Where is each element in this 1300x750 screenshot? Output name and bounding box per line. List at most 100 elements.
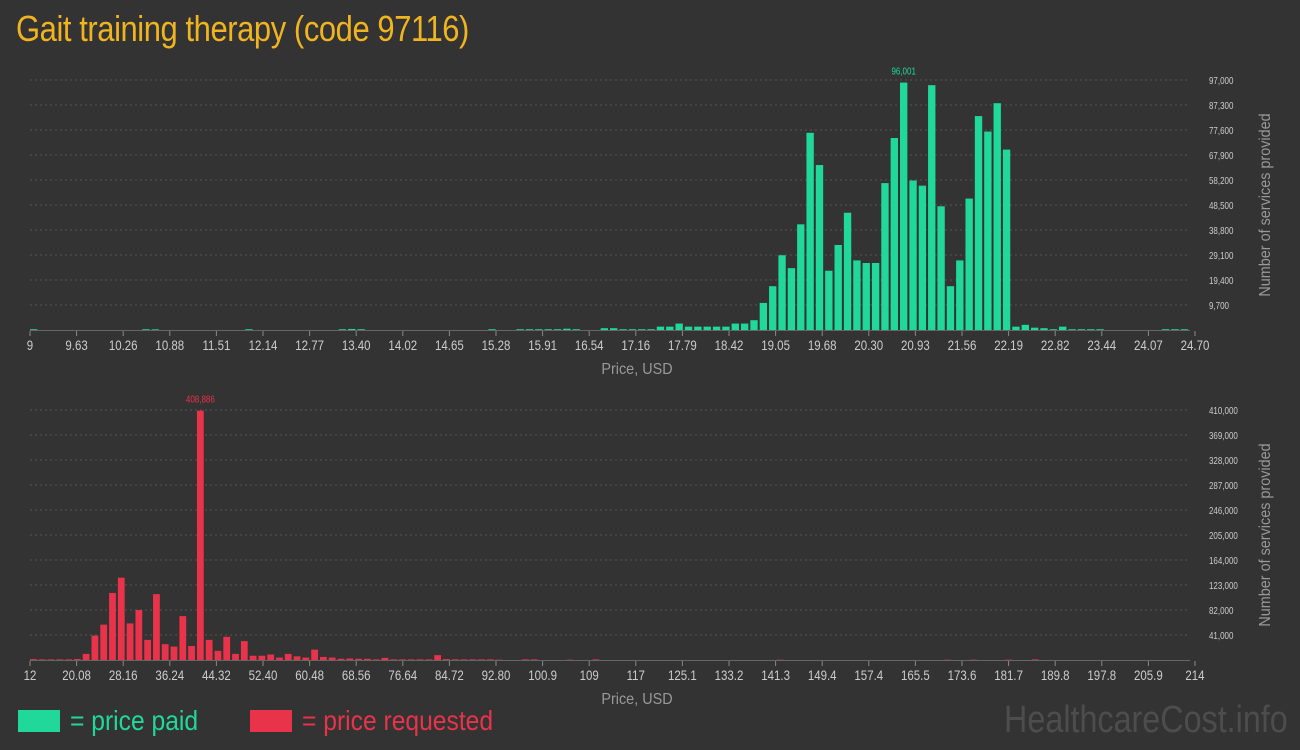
- paid-bar: [815, 165, 824, 330]
- paid-bar: [974, 116, 983, 330]
- paid-bar: [918, 185, 927, 330]
- requested-bar: [302, 657, 310, 660]
- requested-bar: [592, 659, 600, 660]
- requested-y-tick-label: 246,000: [1209, 505, 1238, 516]
- paid-x-tick-label: 18.42: [715, 337, 744, 353]
- requested-x-axis-title: Price, USD: [601, 690, 672, 708]
- requested-bar: [214, 650, 222, 660]
- requested-y-tick-label: 287,000: [1209, 480, 1238, 491]
- requested-x-tick-label: 84.72: [435, 667, 464, 683]
- paid-bar: [712, 326, 721, 330]
- paid-x-tick-label: 9: [27, 337, 33, 353]
- requested-bar: [293, 656, 301, 660]
- paid-bar: [853, 260, 861, 330]
- requested-x-tick-label: 36.24: [155, 667, 184, 683]
- paid-y-tick-label: 48,500: [1209, 200, 1233, 211]
- requested-bar: [47, 659, 55, 660]
- paid-bar: [628, 329, 637, 330]
- paid-bar: [1077, 329, 1086, 330]
- paid-x-tick-label: 22.82: [1041, 337, 1070, 353]
- paid-bar: [488, 329, 496, 330]
- paid-bar: [881, 183, 889, 330]
- paid-bar: [825, 270, 833, 330]
- paid-bar: [834, 244, 842, 330]
- requested-bar: [460, 659, 468, 660]
- paid-y-axis-title: Number of services provided: [1256, 113, 1274, 296]
- requested-y-tick-label: 410,000: [1209, 405, 1238, 416]
- requested-x-tick-label: 60.48: [295, 667, 324, 683]
- paid-bar: [610, 328, 618, 330]
- requested-x-tick-label: 109: [580, 667, 599, 683]
- requested-y-tick-label: 328,000: [1209, 455, 1238, 466]
- paid-bar: [675, 323, 683, 330]
- requested-bar: [407, 659, 415, 660]
- paid-bar: [684, 326, 693, 330]
- paid-y-tick-label: 19,400: [1209, 275, 1233, 286]
- paid-bar: [516, 329, 524, 330]
- paid-bar: [909, 180, 917, 330]
- requested-bar: [249, 655, 257, 660]
- paid-x-tick-label: 22.19: [994, 337, 1023, 353]
- paid-bar: [900, 82, 908, 330]
- requested-bar: [267, 654, 275, 660]
- paid-x-tick-label: 20.30: [854, 337, 883, 353]
- paid-y-tick-label: 38,800: [1209, 225, 1233, 236]
- paid-bar: [694, 326, 702, 330]
- paid-bar: [151, 329, 159, 330]
- paid-bar: [787, 268, 796, 330]
- paid-bar: [843, 212, 852, 330]
- requested-bar: [346, 658, 354, 660]
- requested-bar: [1031, 659, 1039, 660]
- paid-x-tick-label: 9.63: [65, 337, 87, 353]
- paid-bar: [525, 329, 534, 330]
- paid-x-tick-label: 23.44: [1087, 337, 1116, 353]
- paid-bar: [965, 198, 973, 330]
- price-paid-chart: 9,700 19,400 29,100 38,800 48,500 58,200 67,90…: [27, 66, 1274, 378]
- requested-bar: [258, 655, 266, 660]
- paid-x-tick-label: 20.93: [901, 337, 930, 353]
- requested-x-tick-label: 181.7: [994, 667, 1023, 683]
- paid-bar: [759, 302, 768, 330]
- paid-x-tick-label: 24.70: [1181, 337, 1210, 353]
- paid-bar: [638, 329, 646, 330]
- paid-bar: [937, 206, 945, 330]
- paid-x-tick-label: 15.28: [482, 337, 511, 353]
- requested-bar: [126, 623, 134, 660]
- requested-bar: [38, 659, 46, 660]
- paid-x-tick-label: 15.91: [528, 337, 557, 353]
- requested-x-tick-label: 44.32: [202, 667, 231, 683]
- paid-bar: [750, 320, 758, 330]
- paid-bar: [993, 103, 1001, 330]
- paid-bar: [778, 255, 786, 330]
- paid-bar: [142, 329, 150, 330]
- requested-x-tick-label: 214: [1185, 667, 1204, 683]
- requested-y-axis-title: Number of services provided: [1256, 443, 1274, 626]
- requested-bar: [100, 624, 108, 660]
- requested-bar: [522, 659, 529, 660]
- legend-requested-swatch: [250, 710, 292, 732]
- requested-bar: [188, 645, 195, 660]
- paid-bar: [30, 329, 38, 330]
- requested-bar: [363, 658, 371, 660]
- requested-x-tick-label: 76.64: [388, 667, 417, 683]
- requested-bar: [425, 659, 433, 660]
- paid-x-tick-label: 14.02: [388, 337, 417, 353]
- requested-x-tick-label: 117: [627, 667, 645, 683]
- paid-x-tick-label: 19.68: [808, 337, 837, 353]
- paid-bar: [656, 326, 665, 330]
- requested-bar: [434, 655, 442, 660]
- requested-bar: [372, 659, 380, 660]
- requested-bar: [56, 659, 64, 660]
- paid-bar: [769, 286, 777, 330]
- paid-bar: [338, 329, 347, 330]
- paid-bar: [619, 329, 627, 330]
- requested-bar: [30, 659, 37, 660]
- paid-bar: [666, 326, 674, 330]
- paid-x-tick-label: 17.79: [668, 337, 697, 353]
- paid-bar: [797, 224, 805, 330]
- paid-x-tick-label: 13.40: [342, 337, 371, 353]
- requested-x-tick-label: 189.8: [1041, 667, 1070, 683]
- paid-bar: [1030, 327, 1039, 330]
- requested-bar: [117, 577, 125, 660]
- paid-y-tick-label: 77,600: [1209, 125, 1233, 136]
